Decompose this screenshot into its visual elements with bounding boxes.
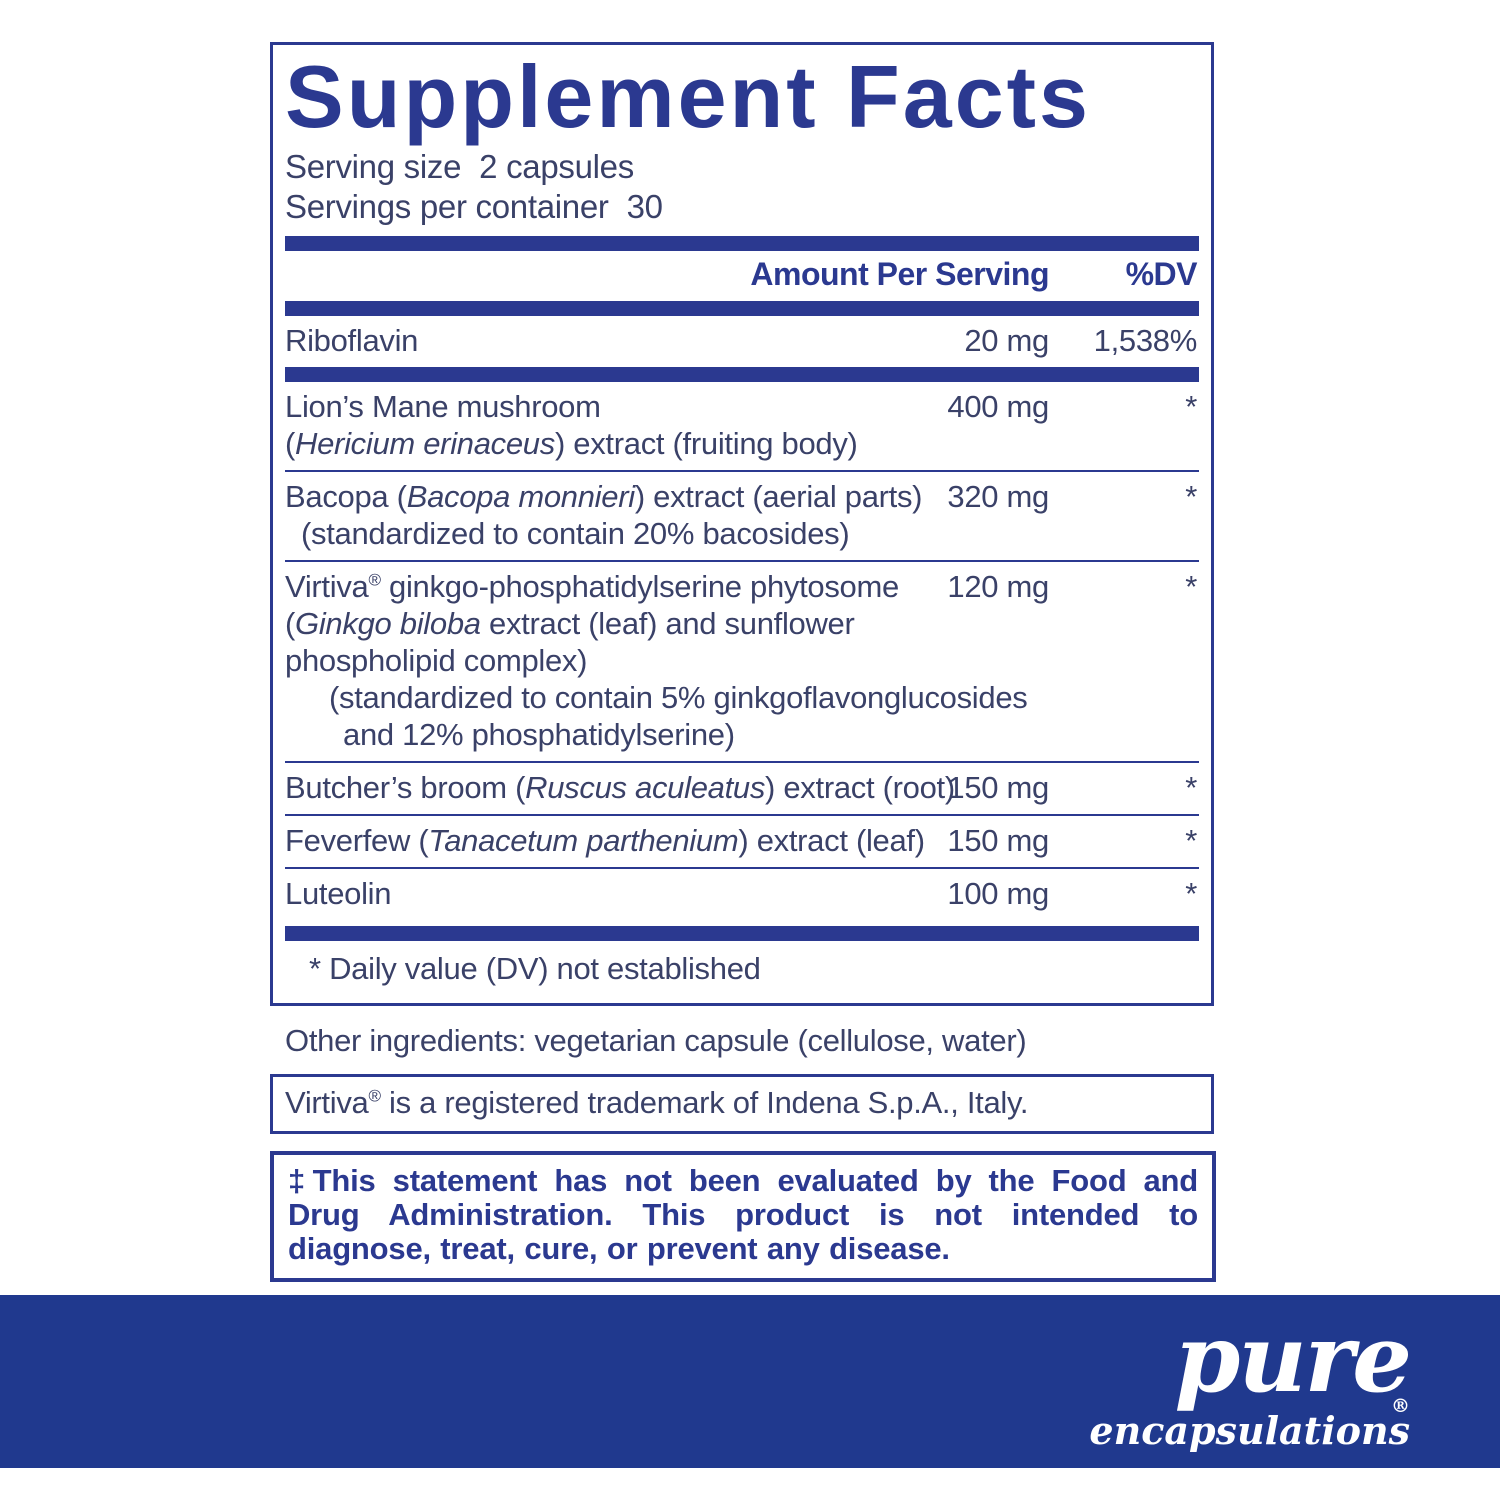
ingredient-row: Butcher’s broom (Ruscus aculeatus) extra… (285, 763, 1199, 814)
divider-thick-header (285, 301, 1199, 316)
serving-size-value: 2 capsules (479, 148, 634, 185)
dv-value: * (1185, 479, 1197, 514)
amount-value: 150 mg (947, 770, 1049, 805)
panel-title: Supplement Facts (285, 47, 1091, 146)
divider-thin (285, 470, 1199, 472)
ingredient-name-line: Riboflavin (285, 323, 419, 358)
amount-value: 120 mg (947, 569, 1049, 604)
ingredient-name-line: phospholipid complex) (285, 643, 588, 678)
ingredient-row: Virtiva® ginkgo-phosphatidylserine phyto… (285, 562, 1199, 761)
ingredient-rows: Riboflavin 20 mg 1,538% Lion’s Mane mushroo… (285, 316, 1199, 920)
trademark-notice-box: Virtiva® is a registered trademark of In… (270, 1074, 1214, 1134)
divider-thick-top (285, 236, 1199, 251)
ingredient-name-line: Luteolin (285, 876, 392, 911)
divider-thin (285, 761, 1199, 763)
dv-value: * (1185, 569, 1197, 604)
ingredient-name-line: Bacopa (Bacopa monnieri) extract (aerial… (285, 479, 923, 514)
servings-per-container-line: Servings per container 30 (285, 187, 1199, 227)
pure-encapsulations-logo: pure ® encapsulations (1089, 1304, 1412, 1453)
ingredient-name-line: Feverfew (Tanacetum parthenium) extract … (285, 823, 925, 858)
amount-value: 150 mg (947, 823, 1049, 858)
percent-dv-header: %DV (1125, 256, 1198, 292)
serving-size-line: Serving size 2 capsules (285, 147, 1199, 187)
servings-label: Servings per container (285, 188, 609, 225)
ingredient-name-line: and 12% phosphatidylserine) (343, 717, 735, 752)
column-header-row: Amount Per Serving %DV (285, 251, 1199, 295)
ingredient-name-line: Lion’s Mane mushroom (285, 389, 601, 424)
ingredient-name-line: (standardized to contain 20% bacosides) (301, 516, 850, 551)
ingredient-row: Lion’s Mane mushroom (Hericium erinaceus)… (285, 382, 1199, 470)
registered-mark-icon: ® (1391, 1395, 1410, 1417)
ingredient-row: Bacopa (Bacopa monnieri) extract (aerial… (285, 472, 1199, 560)
amount-value: 100 mg (947, 876, 1049, 911)
dv-value: * (1185, 389, 1197, 424)
fda-disclaimer-box: ‡This statement has not been evaluated b… (270, 1151, 1216, 1282)
ingredient-name-line: (standardized to contain 5% ginkgoflavon… (329, 680, 1028, 715)
amount-value: 320 mg (947, 479, 1049, 514)
ingredient-name-line: Virtiva® ginkgo-phosphatidylserine phyto… (285, 569, 899, 604)
brand-subname: encapsulations (1089, 1408, 1410, 1453)
dv-footnote: * Daily value (DV) not established (309, 951, 761, 986)
divider-thick-bottom (285, 926, 1199, 941)
ingredient-row: Riboflavin 20 mg 1,538% (285, 316, 1199, 367)
other-ingredients: Other ingredients: vegetarian capsule (c… (285, 1023, 1027, 1058)
divider-thin (285, 560, 1199, 562)
divider-thick (285, 367, 1199, 382)
dv-value: * (1185, 823, 1197, 858)
dv-value: * (1185, 770, 1197, 805)
divider-thin (285, 814, 1199, 816)
ingredient-row: Feverfew (Tanacetum parthenium) extract … (285, 816, 1199, 867)
amount-value: 20 mg (964, 323, 1049, 358)
ingredient-name-line: (Ginkgo biloba extract (leaf) and sunflo… (285, 606, 855, 641)
amount-per-serving-header: Amount Per Serving (750, 256, 1049, 292)
dv-value: * (1185, 876, 1197, 911)
dv-value: 1,538% (1093, 323, 1198, 358)
serving-size-label: Serving size (285, 148, 462, 185)
ingredient-name-line: Butcher’s broom (Ruscus aculeatus) extra… (285, 770, 955, 805)
supplement-facts-panel: Supplement Facts Serving size 2 capsules … (270, 42, 1214, 1006)
servings-value: 30 (626, 188, 663, 225)
ingredient-name-line: (Hericium erinaceus) extract (fruiting b… (285, 426, 858, 461)
divider-thin (285, 867, 1199, 869)
brand-name: pure (1174, 1304, 1412, 1414)
amount-value: 400 mg (947, 389, 1049, 424)
ingredient-row: Luteolin 100 mg * (285, 869, 1199, 920)
brand-footer-bar: pure ® encapsulations (0, 1295, 1500, 1468)
